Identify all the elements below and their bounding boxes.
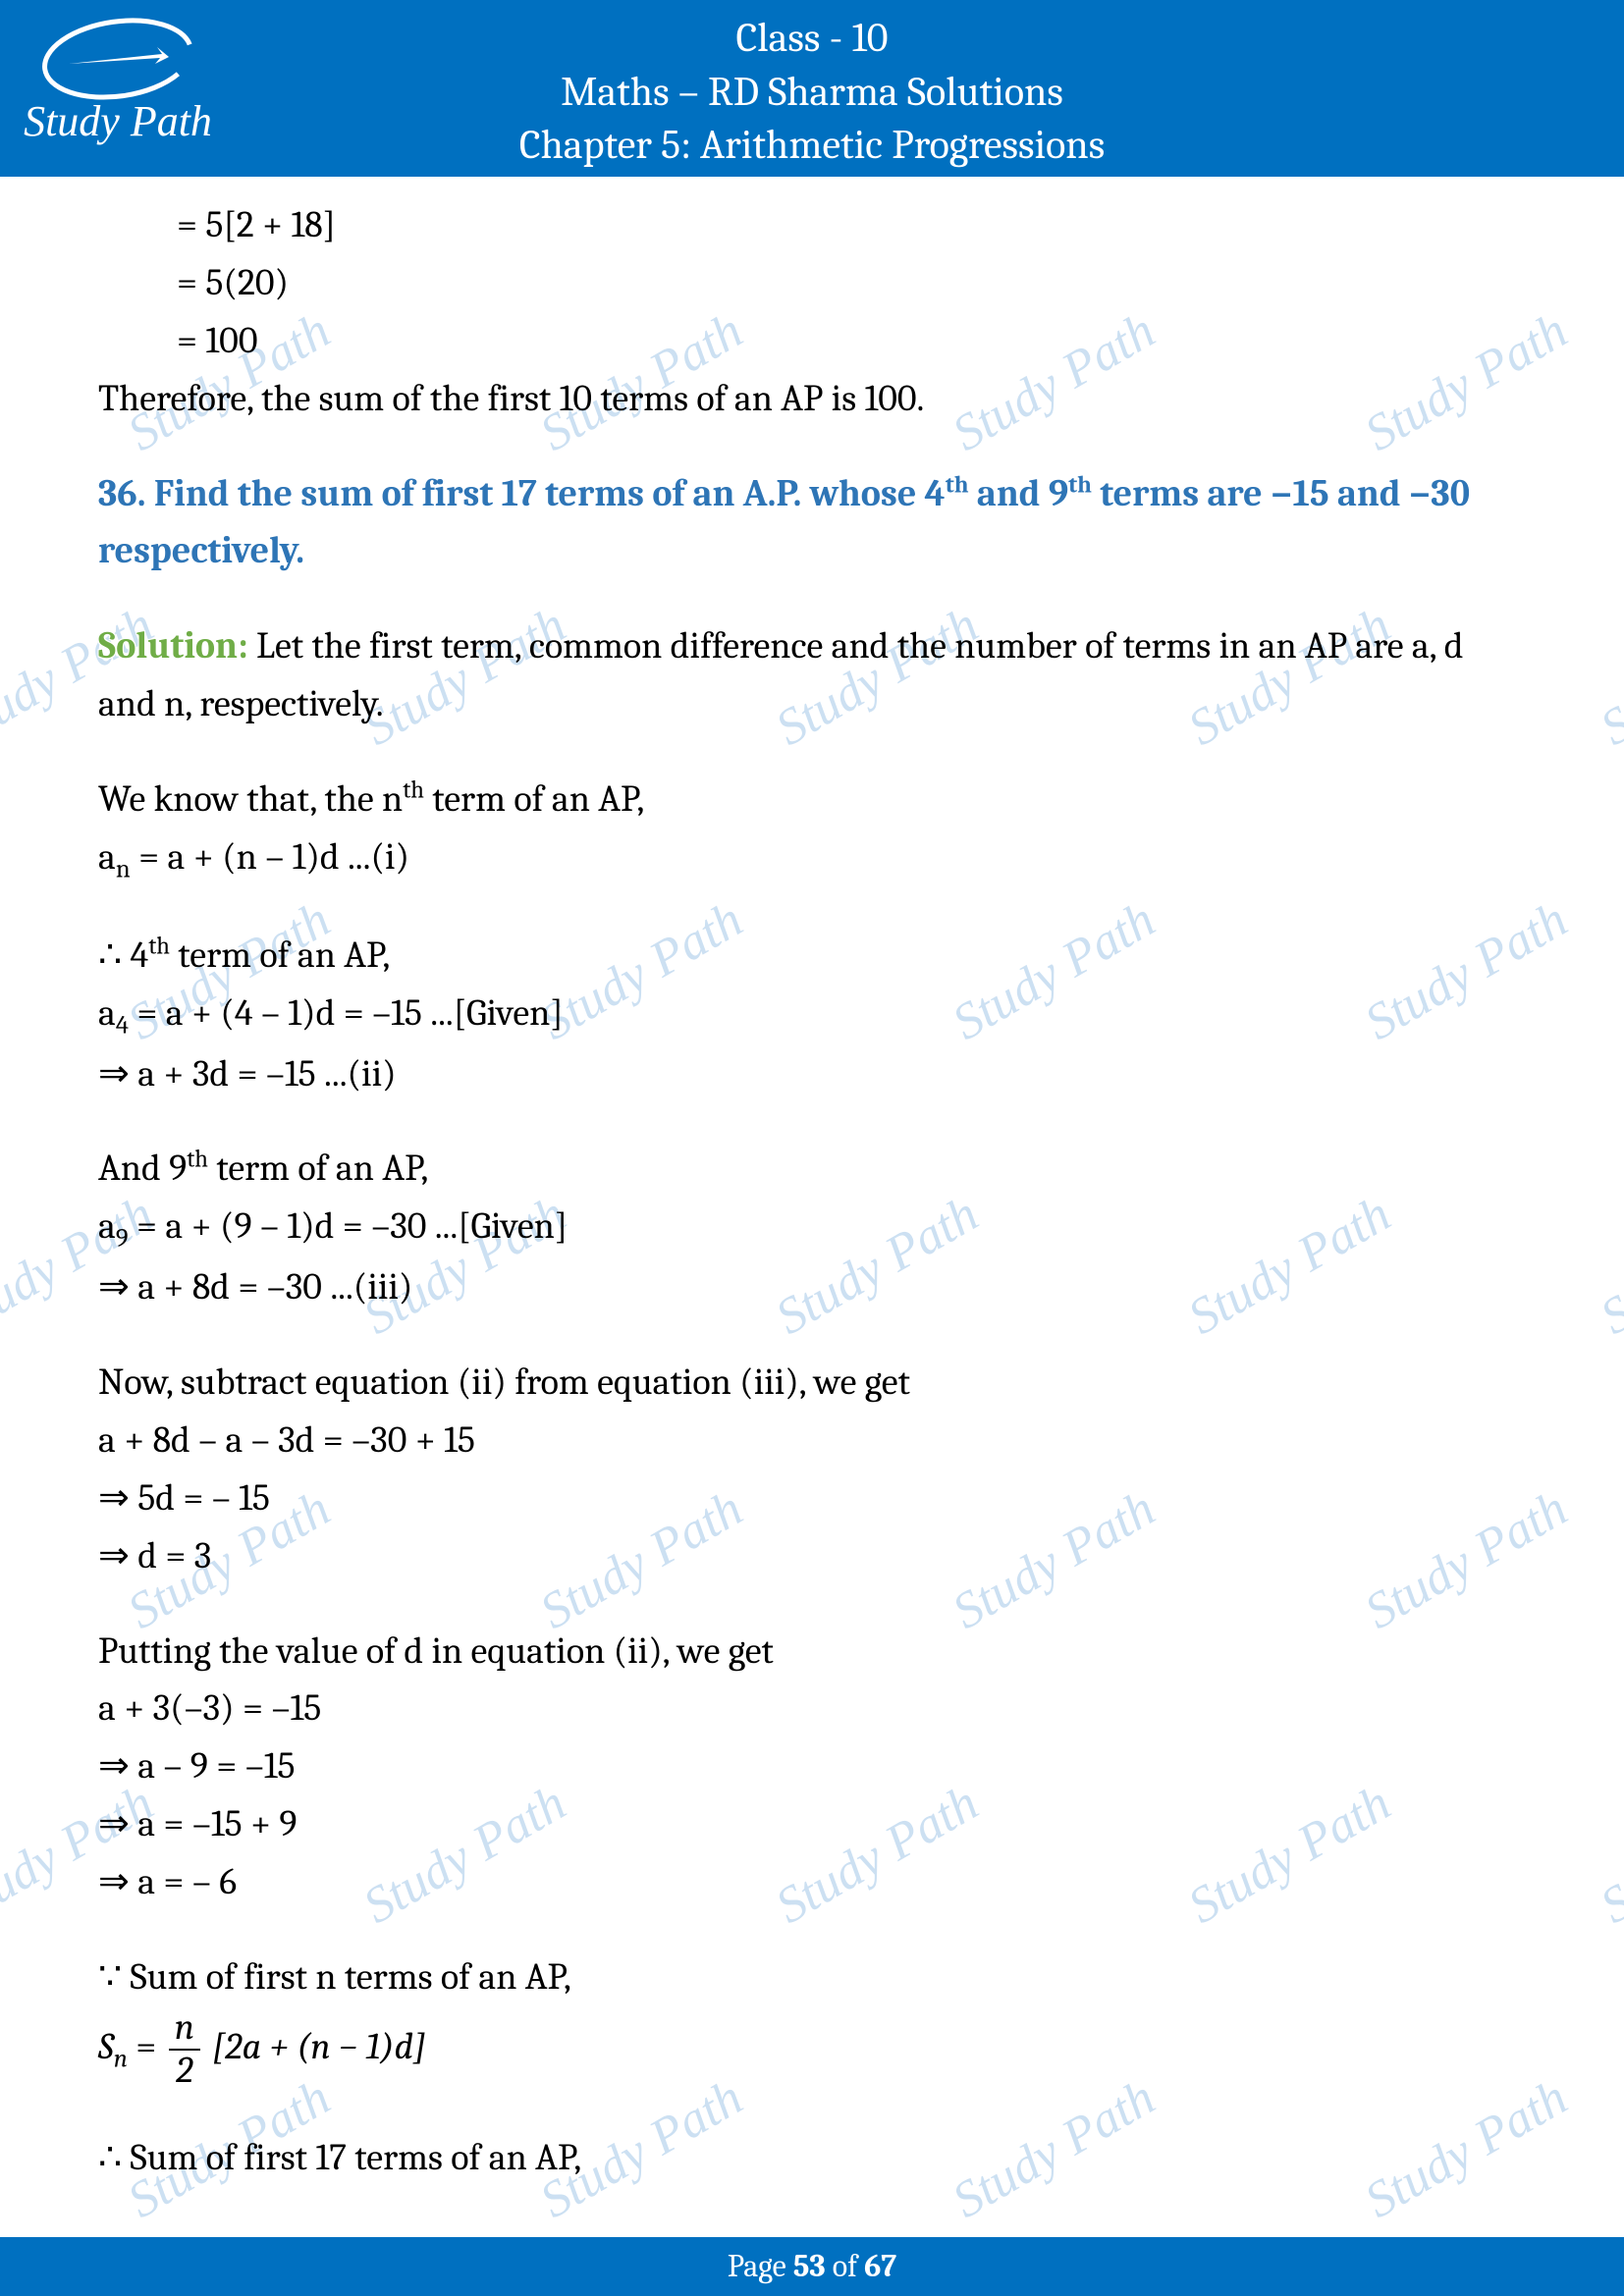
header-subject: Maths – RD Sharma Solutions — [0, 66, 1624, 120]
sol-line: ⇒ a = –15 + 9 — [98, 1795, 1526, 1853]
page-content: = 5[2 + 18] = 5(20) = 100 Therefore, the… — [0, 177, 1624, 2187]
sol-line: And 9th term of an AP, — [98, 1140, 1526, 1198]
sol-line: ∴ 4th term of an AP, — [98, 927, 1526, 985]
sol-line: ∵ Sum of first n terms of an AP, — [98, 1949, 1526, 2006]
page-footer: Page 53 of 67 — [0, 2237, 1624, 2296]
question-36: 36. Find the sum of first 17 terms of an… — [98, 465, 1526, 581]
sol-line: ⇒ a + 8d = –30 ...(iii) — [98, 1258, 1526, 1316]
sol-line: an = a + (n – 1)d ...(i) — [98, 828, 1526, 889]
sol-line: Now, subtract equation (ii) from equatio… — [98, 1354, 1526, 1412]
calc-line-3: = 100 — [98, 312, 1526, 370]
sol-line: We know that, the nth term of an AP, — [98, 771, 1526, 828]
sol-line: a9 = a + (9 – 1)d = –30 ...[Given] — [98, 1198, 1526, 1258]
solution-intro: Solution: Let the first term, common dif… — [98, 617, 1526, 733]
fraction: n 2 — [169, 2007, 200, 2092]
sol-line: ⇒ d = 3 — [98, 1527, 1526, 1585]
svg-text:Study Path: Study Path — [24, 97, 212, 145]
sol-line: ∴ Sum of first 17 terms of an AP, — [98, 2129, 1526, 2187]
sol-line: a4 = a + (4 – 1)d = –15 ...[Given] — [98, 985, 1526, 1045]
calc-line-1: = 5[2 + 18] — [98, 196, 1526, 254]
sol-line: ⇒ a = – 6 — [98, 1853, 1526, 1911]
header-chapter: Chapter 5: Arithmetic Progressions — [0, 119, 1624, 173]
sol-line: a + 3(–3) = –15 — [98, 1680, 1526, 1737]
header-class: Class - 10 — [0, 12, 1624, 66]
formula-line: Sn = n 2 [2a + (n − 1)d] — [98, 2006, 1526, 2092]
calc-line-2: = 5(20) — [98, 254, 1526, 312]
sol-line: ⇒ a + 3d = –15 ...(ii) — [98, 1045, 1526, 1103]
sol-line: Putting the value of d in equation (ii),… — [98, 1623, 1526, 1681]
study-path-logo: Study Path — [20, 10, 216, 157]
solution-label: Solution: — [98, 624, 256, 667]
sol-line: ⇒ 5d = – 15 — [98, 1469, 1526, 1527]
sol-line: ⇒ a – 9 = –15 — [98, 1737, 1526, 1795]
sol-line: a + 8d – a – 3d = –30 + 15 — [98, 1412, 1526, 1469]
page-header: Study Path Class - 10 Maths – RD Sharma … — [0, 0, 1624, 177]
conclusion-1: Therefore, the sum of the first 10 terms… — [98, 370, 1526, 428]
